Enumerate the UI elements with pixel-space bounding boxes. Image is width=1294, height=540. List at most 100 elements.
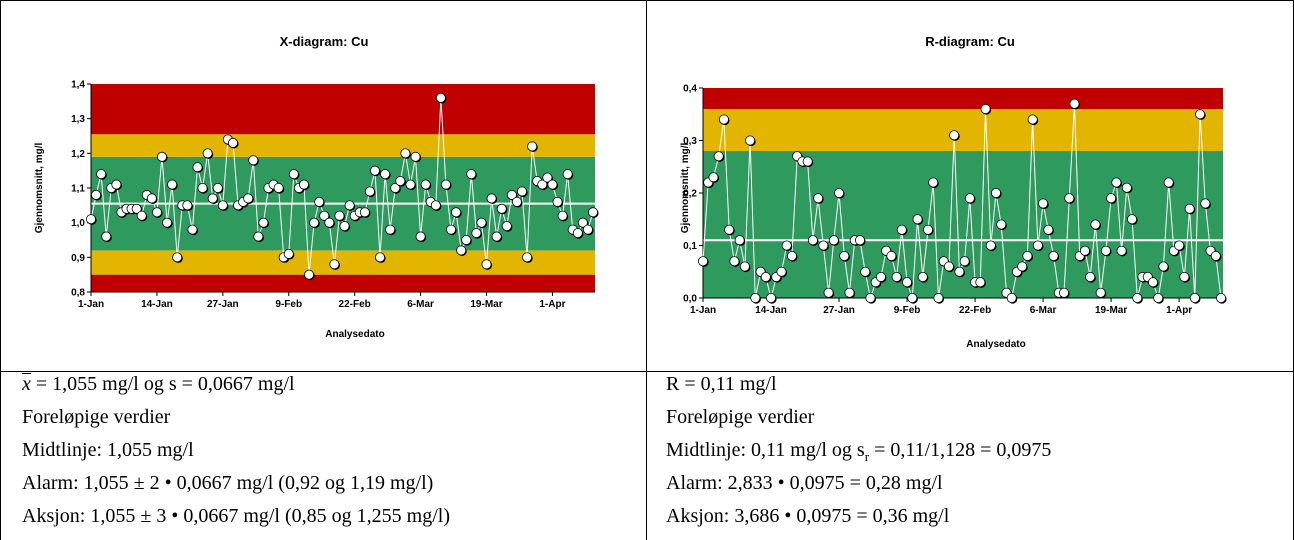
x-chart: X-diagram: Cu Gjennomsnitt, mg/l Analyse… [34, 34, 599, 340]
x-data-point [542, 172, 553, 183]
r-data-point [766, 292, 777, 303]
x-data-point [309, 217, 320, 228]
r-zone-1 [703, 109, 1223, 151]
r-ytick-label: 0,1 [683, 241, 697, 252]
x-data-point [329, 259, 340, 270]
r-data-point [834, 187, 845, 198]
r-data-point [1017, 261, 1028, 272]
x-data-point [207, 193, 218, 204]
r-data-point [1195, 109, 1206, 120]
r-centerline-text-b: = 0,11/1,128 = 0,0975 [869, 439, 1052, 461]
x-xtick-label: 19-Mar [470, 299, 502, 310]
x-data-point [151, 207, 162, 218]
r-data-point [975, 277, 986, 288]
r-data-point [896, 224, 907, 235]
x-data-point [298, 179, 309, 190]
x-action-text: Aksjon: 1,055 ± 3 • 0,0667 mg/l (0,85 og… [22, 505, 450, 527]
x-data-point [319, 210, 330, 221]
x-data-point [156, 151, 167, 162]
r-data-point [980, 104, 991, 115]
r-data-point [802, 156, 813, 167]
r-ytick-label: 0,2 [683, 189, 697, 200]
x-data-point [146, 193, 157, 204]
r-xtick-label: 14-Jan [755, 305, 787, 316]
r-summary-text: R = 0,11 mg/l [666, 373, 777, 395]
x-data-point [517, 186, 528, 197]
r-data-point [1059, 287, 1070, 298]
x-zone-0 [91, 274, 595, 292]
x-xtick-label: 9-Feb [275, 299, 302, 310]
x-data-point [197, 182, 208, 193]
x-data-point [557, 210, 568, 221]
x-centerline-text: Midtlinje: 1,055 mg/l [22, 439, 194, 461]
x-xtick-label: 6-Mar [407, 299, 434, 310]
r-chart-description: R = 0,11 mg/l Foreløpige verdier Midtlin… [666, 374, 1051, 539]
x-ytick-label: 1,1 [71, 184, 85, 195]
x-data-point [588, 207, 599, 218]
r-data-point [854, 235, 865, 246]
x-data-point [547, 179, 558, 190]
x-data-point [111, 179, 122, 190]
r-data-point [875, 271, 886, 282]
r-data-point [813, 193, 824, 204]
table-border-top [0, 0, 1294, 1]
r-data-point [1100, 245, 1111, 256]
x-data-point [334, 210, 345, 221]
r-data-point [708, 172, 719, 183]
r-xtick-label: 22-Feb [959, 305, 991, 316]
x-data-point [577, 217, 588, 228]
x-data-point [471, 228, 482, 239]
x-data-point [101, 231, 112, 242]
r-data-point [776, 266, 787, 277]
x-data-point [91, 189, 102, 200]
x-xtick-label: 1-Apr [539, 299, 565, 310]
x-chart-ylabel: Gjennomsnitt, mg/l [34, 143, 45, 234]
r-data-point [1090, 219, 1101, 230]
x-chart-description: x = 1,055 mg/l og s = 0,0667 mg/l Forelø… [22, 373, 450, 539]
r-data-point [996, 219, 1007, 230]
x-data-point [131, 203, 142, 214]
x-data-point [405, 179, 416, 190]
x-xtick-label: 1-Jan [78, 299, 104, 310]
r-xtick-label: 6-Mar [1030, 305, 1057, 316]
x-ytick-label: 0,8 [71, 288, 85, 299]
r-data-point [954, 266, 965, 277]
x-data-point [552, 196, 563, 207]
r-centerline-line: Midtlinje: 0,11 mg/l og sr = 0,11/1,128 … [666, 440, 1051, 473]
r-data-point [943, 261, 954, 272]
r-data-point [1127, 214, 1138, 225]
x-data-point [537, 179, 548, 190]
r-centerline-subscript: r [864, 449, 870, 464]
x-xtick-label: 22-Feb [339, 299, 371, 310]
r-data-point [1200, 198, 1211, 209]
x-data-point [96, 169, 107, 180]
x-data-point [446, 224, 457, 235]
r-data-point [1189, 292, 1200, 303]
table-border-left [0, 0, 1, 540]
r-data-point [865, 292, 876, 303]
x-data-point [167, 179, 178, 190]
xbar-summary-line: x = 1,055 mg/l og s = 0,0667 mg/l [22, 373, 450, 407]
x-data-point [227, 137, 238, 148]
r-data-point [1132, 292, 1143, 303]
x-data-point [324, 217, 335, 228]
x-data-point [243, 193, 254, 204]
r-data-point [933, 292, 944, 303]
x-data-point [400, 148, 411, 159]
r-data-point [760, 271, 771, 282]
x-data-point [136, 210, 147, 221]
r-data-point [807, 235, 818, 246]
x-data-point [192, 162, 203, 173]
r-data-point [1027, 114, 1038, 125]
x-data-point [562, 169, 573, 180]
x-data-point [430, 200, 441, 211]
r-data-point [907, 292, 918, 303]
r-data-point [912, 214, 923, 225]
r-data-point [1064, 193, 1075, 204]
x-ytick-label: 0,9 [71, 253, 85, 264]
r-data-point [839, 250, 850, 261]
r-xtick-label: 1-Apr [1166, 305, 1192, 316]
x-data-point [501, 221, 512, 232]
r-data-point [1216, 292, 1227, 303]
table-border-row [0, 371, 1294, 372]
